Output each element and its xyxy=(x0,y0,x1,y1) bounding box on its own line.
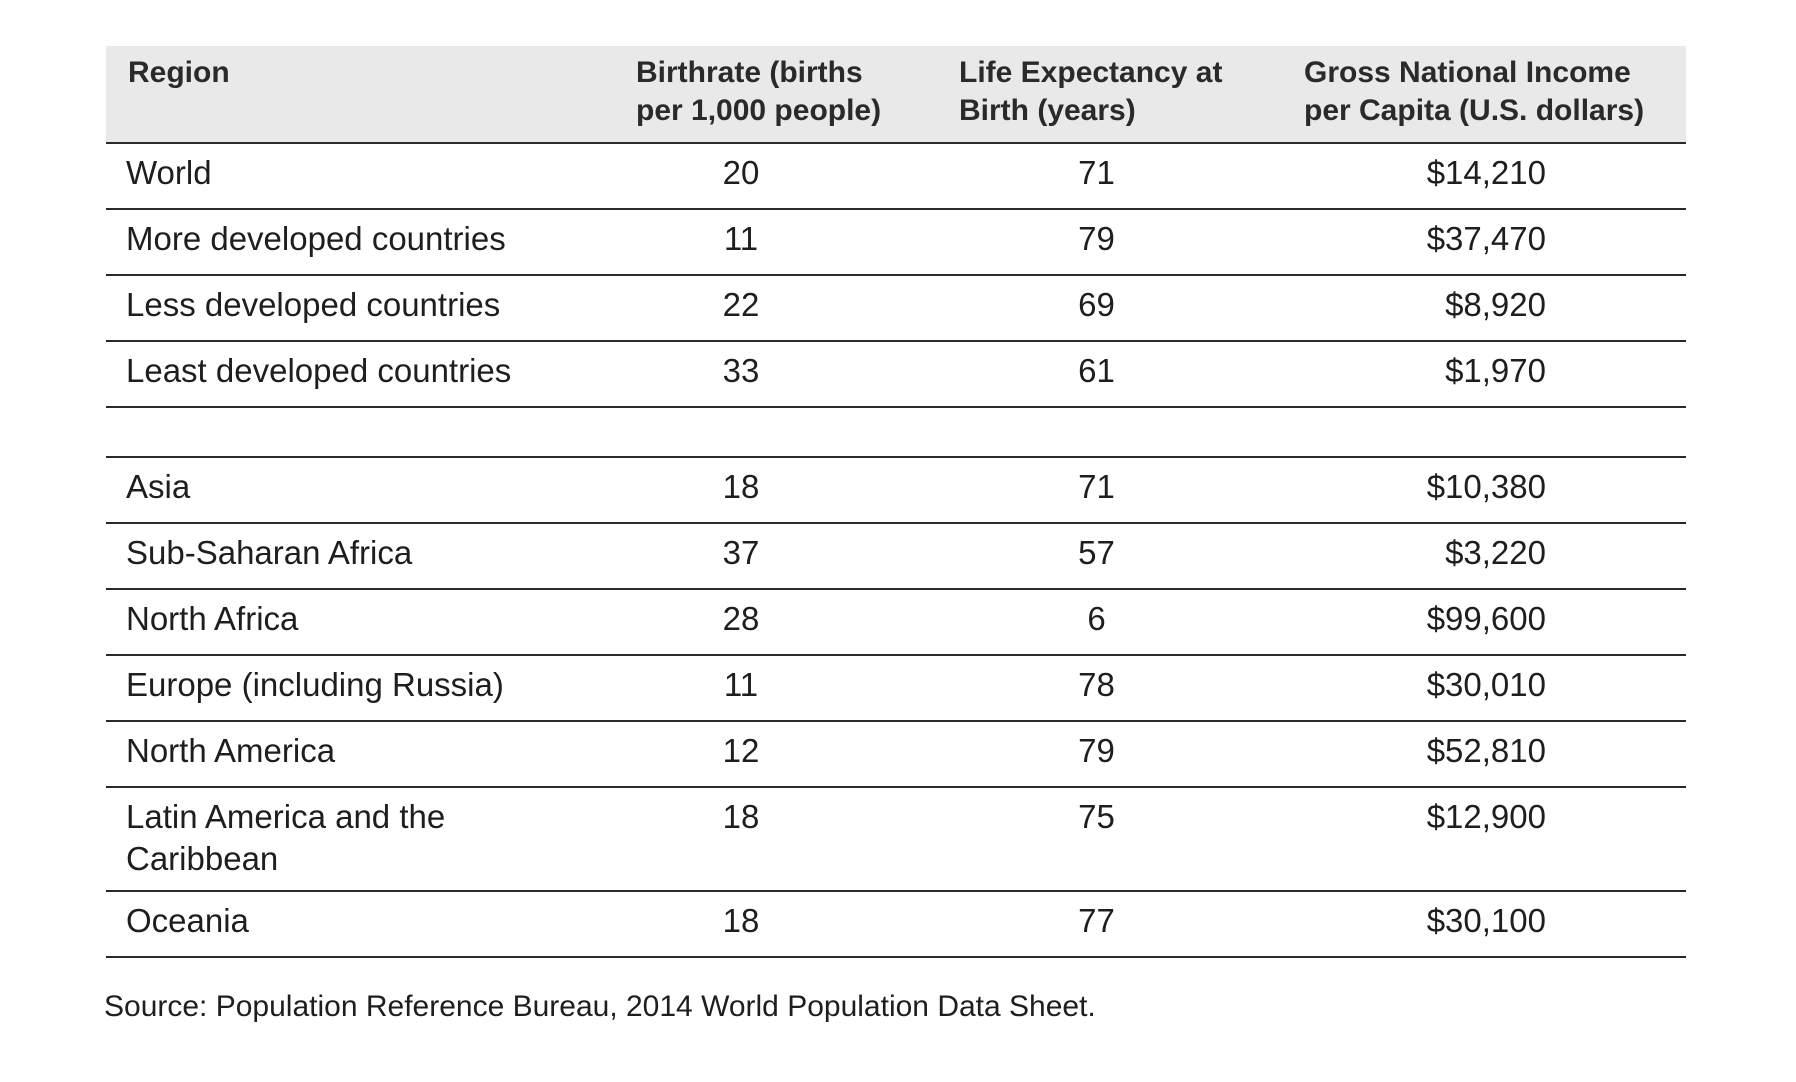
cell-region-line2: Caribbean xyxy=(126,840,279,877)
group-spacer-row xyxy=(106,407,1686,458)
header-gni: Gross National Income per Capita (U.S. d… xyxy=(1271,46,1686,144)
cell-region: Asia xyxy=(106,457,586,524)
cell-region: North Africa xyxy=(106,589,586,656)
cell-gni: $3,220 xyxy=(1271,523,1686,590)
cell-region: Least developed countries xyxy=(106,341,586,408)
cell-birthrate: 37 xyxy=(586,523,926,590)
header-gni-line2: per Capita (U.S. dollars) xyxy=(1304,94,1645,127)
group-spacer xyxy=(106,407,1686,458)
table-row: World 20 71 $14,210 xyxy=(106,143,1686,210)
cell-region: Europe (including Russia) xyxy=(106,655,586,722)
cell-birthrate: 18 xyxy=(586,891,926,958)
cell-gni: $10,380 xyxy=(1271,457,1686,524)
cell-life-expectancy: 79 xyxy=(926,721,1271,788)
cell-region: Latin America and the Caribbean xyxy=(106,787,586,892)
cell-gni: $52,810 xyxy=(1271,721,1686,788)
data-table-container: Region Birthrate (births per 1,000 peopl… xyxy=(106,46,1686,958)
cell-region: North America xyxy=(106,721,586,788)
source-note: Source: Population Reference Bureau, 201… xyxy=(104,990,1096,1023)
header-region-label: Region xyxy=(128,56,230,89)
table-row: Less developed countries 22 69 $8,920 xyxy=(106,275,1686,342)
table-body: World 20 71 $14,210 More developed count… xyxy=(106,143,1686,958)
cell-birthrate: 18 xyxy=(586,787,926,892)
cell-life-expectancy: 61 xyxy=(926,341,1271,408)
table-row: Sub-Saharan Africa 37 57 $3,220 xyxy=(106,523,1686,590)
cell-gni: $99,600 xyxy=(1271,589,1686,656)
cell-region: Oceania xyxy=(106,891,586,958)
cell-life-expectancy: 78 xyxy=(926,655,1271,722)
table-row: Least developed countries 33 61 $1,970 xyxy=(106,341,1686,408)
header-life-expectancy: Life Expectancy at Birth (years) xyxy=(926,46,1271,144)
cell-birthrate: 11 xyxy=(586,209,926,276)
cell-gni: $8,920 xyxy=(1271,275,1686,342)
cell-gni: $30,010 xyxy=(1271,655,1686,722)
table-row: Asia 18 71 $10,380 xyxy=(106,457,1686,524)
cell-gni: $12,900 xyxy=(1271,787,1686,892)
cell-region: Sub-Saharan Africa xyxy=(106,523,586,590)
header-life-line2: Birth (years) xyxy=(959,94,1136,127)
population-data-table: Region Birthrate (births per 1,000 peopl… xyxy=(106,46,1686,958)
cell-gni: $1,970 xyxy=(1271,341,1686,408)
cell-life-expectancy: 79 xyxy=(926,209,1271,276)
header-region: Region xyxy=(106,46,586,144)
cell-life-expectancy: 57 xyxy=(926,523,1271,590)
table-row: North Africa 28 6 $99,600 xyxy=(106,589,1686,656)
cell-gni: $30,100 xyxy=(1271,891,1686,958)
cell-life-expectancy: 6 xyxy=(926,589,1271,656)
cell-region-line1: Latin America and the xyxy=(126,798,446,835)
cell-life-expectancy: 71 xyxy=(926,143,1271,210)
cell-birthrate: 20 xyxy=(586,143,926,210)
table-row: More developed countries 11 79 $37,470 xyxy=(106,209,1686,276)
cell-life-expectancy: 77 xyxy=(926,891,1271,958)
header-birthrate: Birthrate (births per 1,000 people) xyxy=(586,46,926,144)
cell-birthrate: 28 xyxy=(586,589,926,656)
cell-region: Less developed countries xyxy=(106,275,586,342)
cell-region: World xyxy=(106,143,586,210)
cell-gni: $14,210 xyxy=(1271,143,1686,210)
header-life-line1: Life Expectancy at xyxy=(959,56,1223,89)
cell-birthrate: 11 xyxy=(586,655,926,722)
header-row: Region Birthrate (births per 1,000 peopl… xyxy=(106,46,1686,144)
cell-birthrate: 12 xyxy=(586,721,926,788)
cell-life-expectancy: 75 xyxy=(926,787,1271,892)
table-row: Latin America and the Caribbean 18 75 $1… xyxy=(106,787,1686,892)
table-header: Region Birthrate (births per 1,000 peopl… xyxy=(106,46,1686,144)
cell-life-expectancy: 71 xyxy=(926,457,1271,524)
cell-birthrate: 18 xyxy=(586,457,926,524)
table-row: Europe (including Russia) 11 78 $30,010 xyxy=(106,655,1686,722)
table-row: North America 12 79 $52,810 xyxy=(106,721,1686,788)
cell-birthrate: 33 xyxy=(586,341,926,408)
header-birthrate-line2: per 1,000 people) xyxy=(636,94,882,127)
cell-birthrate: 22 xyxy=(586,275,926,342)
cell-region: More developed countries xyxy=(106,209,586,276)
cell-life-expectancy: 69 xyxy=(926,275,1271,342)
cell-gni: $37,470 xyxy=(1271,209,1686,276)
header-gni-line1: Gross National Income xyxy=(1304,56,1631,89)
table-row: Oceania 18 77 $30,100 xyxy=(106,891,1686,958)
header-birthrate-line1: Birthrate (births xyxy=(636,56,863,89)
